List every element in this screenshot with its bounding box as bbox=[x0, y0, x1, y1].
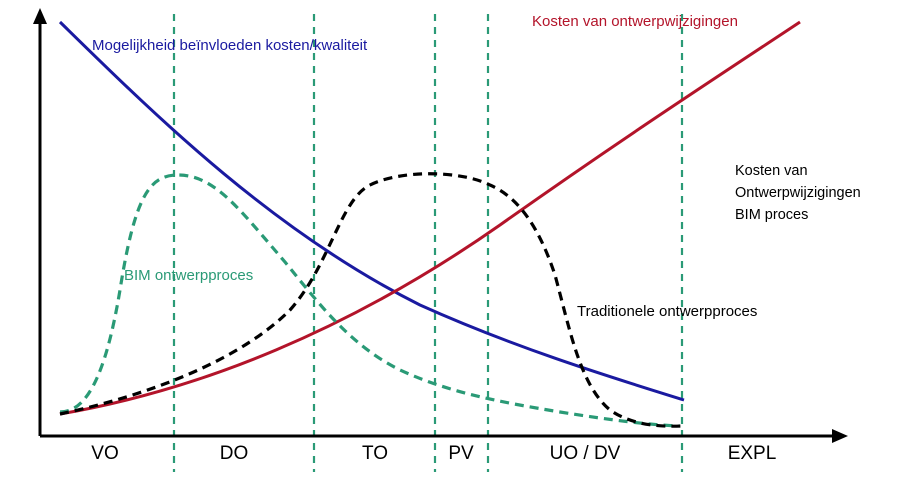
side-note: Kosten van Ontwerpwijzigingen BIM proces bbox=[735, 160, 861, 226]
x-axis-arrowhead bbox=[832, 429, 848, 443]
bim-process-curve bbox=[59, 173, 681, 428]
side-note-line-3: BIM proces bbox=[735, 207, 809, 223]
y-axis-arrowhead bbox=[33, 8, 47, 24]
bim-process-label: BIM ontwerpproces bbox=[124, 267, 254, 284]
axes bbox=[33, 8, 848, 443]
side-note-line-2: Ontwerpwijzigingen bbox=[735, 185, 861, 201]
traditional-process-curve bbox=[59, 172, 683, 428]
side-note-line-1: Kosten van bbox=[735, 163, 808, 179]
phase-label-vo: VO bbox=[91, 443, 119, 464]
phase-label-pv: PV bbox=[448, 443, 474, 464]
change-cost-curve bbox=[59, 20, 801, 416]
influence-curve bbox=[58, 20, 685, 402]
phase-dividers bbox=[172, 14, 684, 472]
change-cost-curve-label: Kosten van ontwerpwijzigingen bbox=[532, 13, 738, 30]
phase-label-to: TO bbox=[361, 443, 389, 464]
influence-curve-label: Mogelijkheid beïnvloeden kosten/kwalitei… bbox=[92, 37, 368, 54]
phase-label-uo-dv: UO / DV bbox=[549, 443, 621, 464]
traditional-process-label: Traditionele ontwerpproces bbox=[577, 303, 758, 320]
phase-label-do: DO bbox=[219, 443, 249, 464]
phase-label-expl: EXPL bbox=[727, 443, 777, 464]
